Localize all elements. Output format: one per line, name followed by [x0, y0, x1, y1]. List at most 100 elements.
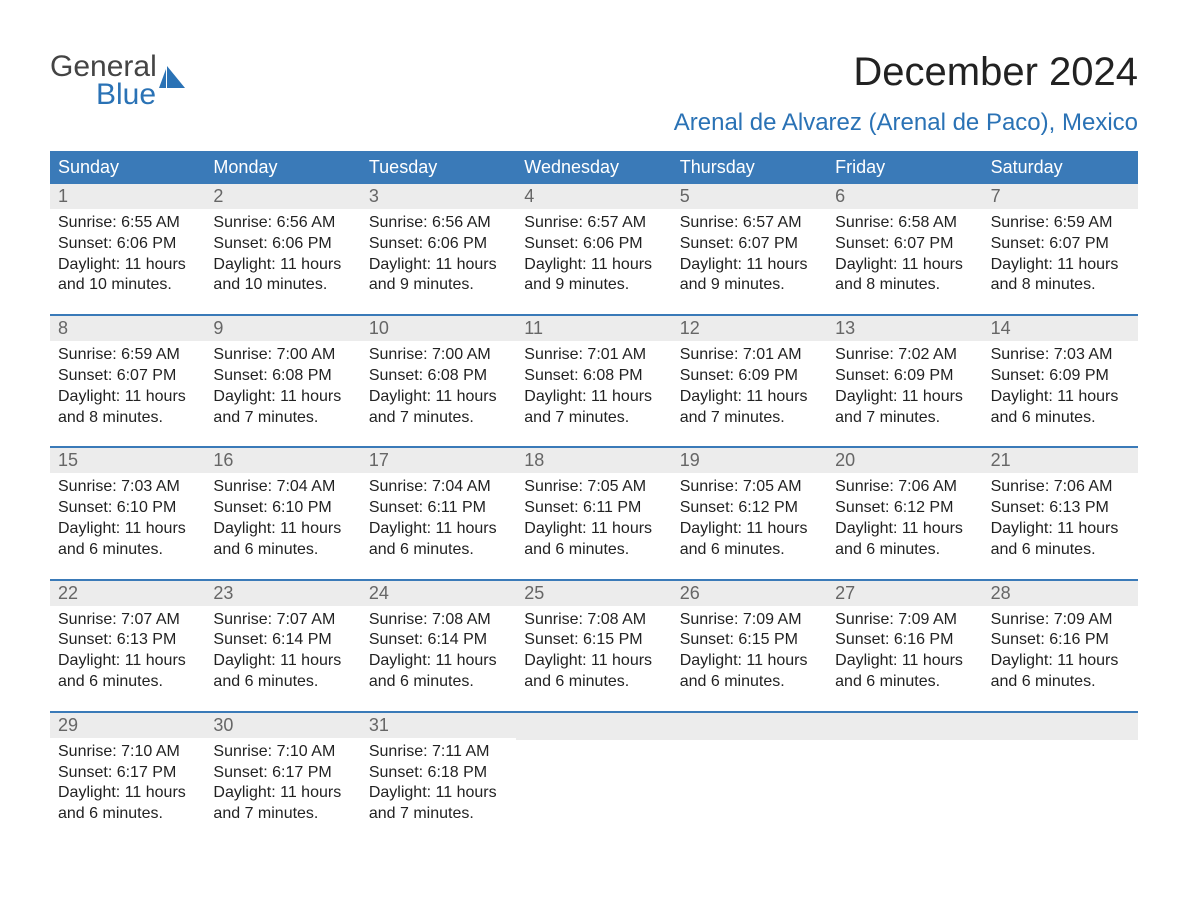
daylight-line-2: and 6 minutes.	[991, 408, 1130, 429]
sunrise-line: Sunrise: 7:07 AM	[58, 610, 197, 631]
daylight-line-2: and 10 minutes.	[213, 275, 352, 296]
sunset-line: Sunset: 6:15 PM	[524, 630, 663, 651]
calendar: Sunday Monday Tuesday Wednesday Thursday…	[50, 151, 1138, 825]
sunset-line: Sunset: 6:13 PM	[58, 630, 197, 651]
day-header: Friday	[827, 151, 982, 184]
day-number-empty	[827, 713, 982, 740]
day-header: Tuesday	[361, 151, 516, 184]
day-number-empty	[672, 713, 827, 740]
calendar-day-cell	[672, 713, 827, 825]
calendar-day-cell: 21Sunrise: 7:06 AMSunset: 6:13 PMDayligh…	[983, 448, 1138, 560]
daylight-line-2: and 6 minutes.	[58, 804, 197, 825]
daylight-line-1: Daylight: 11 hours	[991, 255, 1130, 276]
day-details: Sunrise: 6:55 AMSunset: 6:06 PMDaylight:…	[50, 209, 205, 296]
sunrise-line: Sunrise: 7:05 AM	[524, 477, 663, 498]
title-block: December 2024 Arenal de Alvarez (Arenal …	[674, 50, 1138, 137]
daylight-line-1: Daylight: 11 hours	[58, 387, 197, 408]
daylight-line-1: Daylight: 11 hours	[680, 651, 819, 672]
day-details: Sunrise: 7:08 AMSunset: 6:15 PMDaylight:…	[516, 606, 671, 693]
sunset-line: Sunset: 6:10 PM	[213, 498, 352, 519]
sunrise-line: Sunrise: 7:06 AM	[835, 477, 974, 498]
day-number: 22	[50, 581, 205, 606]
day-header: Saturday	[983, 151, 1138, 184]
day-details: Sunrise: 7:00 AMSunset: 6:08 PMDaylight:…	[205, 341, 360, 428]
sunrise-line: Sunrise: 6:57 AM	[524, 213, 663, 234]
calendar-day-cell: 13Sunrise: 7:02 AMSunset: 6:09 PMDayligh…	[827, 316, 982, 428]
sunset-line: Sunset: 6:08 PM	[524, 366, 663, 387]
calendar-day-cell	[827, 713, 982, 825]
day-details: Sunrise: 7:09 AMSunset: 6:16 PMDaylight:…	[827, 606, 982, 693]
daylight-line-1: Daylight: 11 hours	[835, 651, 974, 672]
day-number: 27	[827, 581, 982, 606]
day-number: 31	[361, 713, 516, 738]
daylight-line-1: Daylight: 11 hours	[213, 651, 352, 672]
calendar-day-cell: 30Sunrise: 7:10 AMSunset: 6:17 PMDayligh…	[205, 713, 360, 825]
day-number: 23	[205, 581, 360, 606]
day-number: 19	[672, 448, 827, 473]
day-number: 2	[205, 184, 360, 209]
sunset-line: Sunset: 6:07 PM	[835, 234, 974, 255]
sunset-line: Sunset: 6:06 PM	[369, 234, 508, 255]
day-number: 13	[827, 316, 982, 341]
calendar-week: 15Sunrise: 7:03 AMSunset: 6:10 PMDayligh…	[50, 446, 1138, 560]
daylight-line-1: Daylight: 11 hours	[835, 255, 974, 276]
sunrise-line: Sunrise: 6:59 AM	[991, 213, 1130, 234]
sunset-line: Sunset: 6:06 PM	[58, 234, 197, 255]
daylight-line-2: and 6 minutes.	[680, 540, 819, 561]
daylight-line-1: Daylight: 11 hours	[213, 783, 352, 804]
calendar-day-cell: 18Sunrise: 7:05 AMSunset: 6:11 PMDayligh…	[516, 448, 671, 560]
daylight-line-1: Daylight: 11 hours	[524, 387, 663, 408]
day-header: Sunday	[50, 151, 205, 184]
daylight-line-1: Daylight: 11 hours	[369, 783, 508, 804]
daylight-line-2: and 9 minutes.	[524, 275, 663, 296]
sunrise-line: Sunrise: 7:03 AM	[991, 345, 1130, 366]
daylight-line-2: and 6 minutes.	[680, 672, 819, 693]
day-details: Sunrise: 6:56 AMSunset: 6:06 PMDaylight:…	[361, 209, 516, 296]
day-details: Sunrise: 7:10 AMSunset: 6:17 PMDaylight:…	[205, 738, 360, 825]
day-number: 8	[50, 316, 205, 341]
day-details: Sunrise: 7:03 AMSunset: 6:10 PMDaylight:…	[50, 473, 205, 560]
sunrise-line: Sunrise: 7:04 AM	[369, 477, 508, 498]
calendar-day-cell: 16Sunrise: 7:04 AMSunset: 6:10 PMDayligh…	[205, 448, 360, 560]
daylight-line-1: Daylight: 11 hours	[213, 387, 352, 408]
daylight-line-1: Daylight: 11 hours	[213, 255, 352, 276]
weeks-container: 1Sunrise: 6:55 AMSunset: 6:06 PMDaylight…	[50, 184, 1138, 825]
sunset-line: Sunset: 6:08 PM	[213, 366, 352, 387]
day-number: 16	[205, 448, 360, 473]
day-number: 24	[361, 581, 516, 606]
day-details: Sunrise: 7:00 AMSunset: 6:08 PMDaylight:…	[361, 341, 516, 428]
day-number: 1	[50, 184, 205, 209]
sunrise-line: Sunrise: 7:00 AM	[213, 345, 352, 366]
sunset-line: Sunset: 6:11 PM	[369, 498, 508, 519]
sunset-line: Sunset: 6:13 PM	[991, 498, 1130, 519]
day-details: Sunrise: 7:06 AMSunset: 6:13 PMDaylight:…	[983, 473, 1138, 560]
calendar-day-cell: 11Sunrise: 7:01 AMSunset: 6:08 PMDayligh…	[516, 316, 671, 428]
sunset-line: Sunset: 6:17 PM	[213, 763, 352, 784]
brand-logo: General Blue	[50, 50, 185, 112]
daylight-line-1: Daylight: 11 hours	[58, 255, 197, 276]
sunset-line: Sunset: 6:16 PM	[991, 630, 1130, 651]
sunrise-line: Sunrise: 7:05 AM	[680, 477, 819, 498]
daylight-line-2: and 6 minutes.	[58, 540, 197, 561]
location-subtitle: Arenal de Alvarez (Arenal de Paco), Mexi…	[674, 109, 1138, 137]
calendar-day-cell: 14Sunrise: 7:03 AMSunset: 6:09 PMDayligh…	[983, 316, 1138, 428]
calendar-day-cell: 2Sunrise: 6:56 AMSunset: 6:06 PMDaylight…	[205, 184, 360, 296]
sunset-line: Sunset: 6:09 PM	[680, 366, 819, 387]
sunset-line: Sunset: 6:15 PM	[680, 630, 819, 651]
daylight-line-1: Daylight: 11 hours	[524, 519, 663, 540]
daylight-line-1: Daylight: 11 hours	[835, 519, 974, 540]
day-details: Sunrise: 7:10 AMSunset: 6:17 PMDaylight:…	[50, 738, 205, 825]
sunrise-line: Sunrise: 6:58 AM	[835, 213, 974, 234]
day-details: Sunrise: 7:08 AMSunset: 6:14 PMDaylight:…	[361, 606, 516, 693]
calendar-day-cell	[983, 713, 1138, 825]
sunset-line: Sunset: 6:07 PM	[58, 366, 197, 387]
sunrise-line: Sunrise: 7:11 AM	[369, 742, 508, 763]
daylight-line-1: Daylight: 11 hours	[524, 255, 663, 276]
daylight-line-2: and 10 minutes.	[58, 275, 197, 296]
day-number: 10	[361, 316, 516, 341]
daylight-line-2: and 9 minutes.	[680, 275, 819, 296]
day-number: 26	[672, 581, 827, 606]
day-number-empty	[516, 713, 671, 740]
sunrise-line: Sunrise: 7:09 AM	[835, 610, 974, 631]
day-details: Sunrise: 7:05 AMSunset: 6:12 PMDaylight:…	[672, 473, 827, 560]
